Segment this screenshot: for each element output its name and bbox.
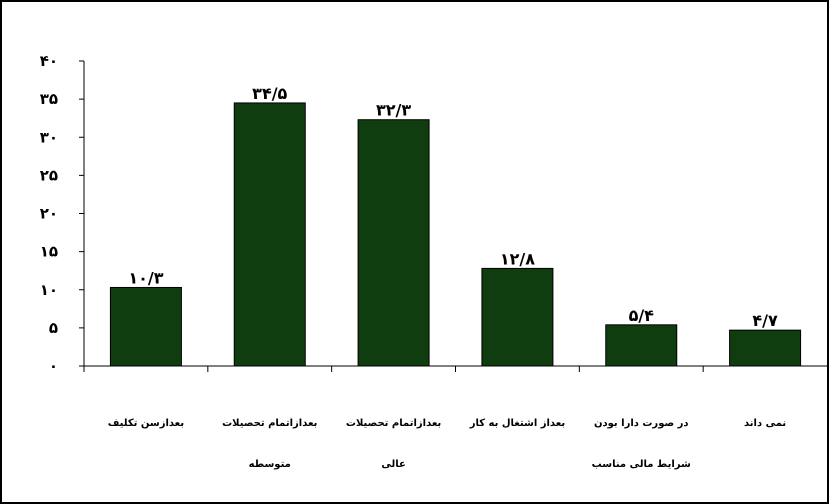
chart-axes — [83, 61, 827, 372]
data-label: ۳۲/۳ — [376, 101, 411, 120]
category-label: نمی داند — [744, 418, 786, 429]
data-label: ۱۰/۳ — [128, 268, 163, 287]
category-label: بعدازاتمام تحصیلات — [222, 418, 317, 429]
y-tick-label: ۳۰ — [40, 128, 58, 146]
data-label: ۵/۴ — [629, 306, 655, 325]
category-label: عالی — [381, 459, 405, 470]
y-tick-label: ۱۰ — [40, 281, 58, 299]
data-label: ۱۲/۸ — [500, 249, 535, 268]
category-label: شرایط مالی مناسب — [592, 459, 691, 470]
data-label: ۳۴/۵ — [252, 84, 287, 103]
category-label: بعداز اشتغال به کار — [469, 418, 565, 429]
category-label: بعدازسن تکلیف — [108, 418, 184, 429]
y-tick-label: ۵ — [49, 319, 58, 337]
y-tick-label: ۱۵ — [40, 243, 58, 261]
bar — [605, 324, 678, 367]
category-label: متوسطه — [249, 459, 291, 470]
bars — [109, 102, 802, 367]
category-label: در صورت دارا بودن — [594, 418, 689, 429]
bar — [109, 286, 182, 367]
category-labels: بعدازسن تکلیف بعدازاتمام تحصیلات متوسطه بعد… — [108, 418, 786, 470]
y-tick-label: ۲۵ — [40, 166, 58, 184]
bar — [729, 329, 802, 367]
y-axis-ticks: ۰ ۵ ۱۰ ۱۵ ۲۰ ۲۵ ۳۰ ۳۵ ۴۰ — [40, 52, 84, 375]
data-labels: ۱۰/۳ ۳۴/۵ ۳۲/۳ ۱۲/۸ ۵/۴ ۴/۷ — [128, 84, 778, 330]
bar — [357, 119, 430, 367]
bar — [481, 267, 554, 367]
category-label: بعدازاتمام تحصیلات — [346, 418, 441, 429]
y-tick-label: ۲۰ — [40, 205, 58, 223]
y-tick-label: ۳۵ — [40, 90, 58, 108]
y-tick-label: ۰ — [49, 357, 58, 375]
y-tick-label: ۴۰ — [40, 52, 58, 70]
bar — [233, 102, 306, 367]
data-label: ۴/۷ — [752, 311, 778, 330]
